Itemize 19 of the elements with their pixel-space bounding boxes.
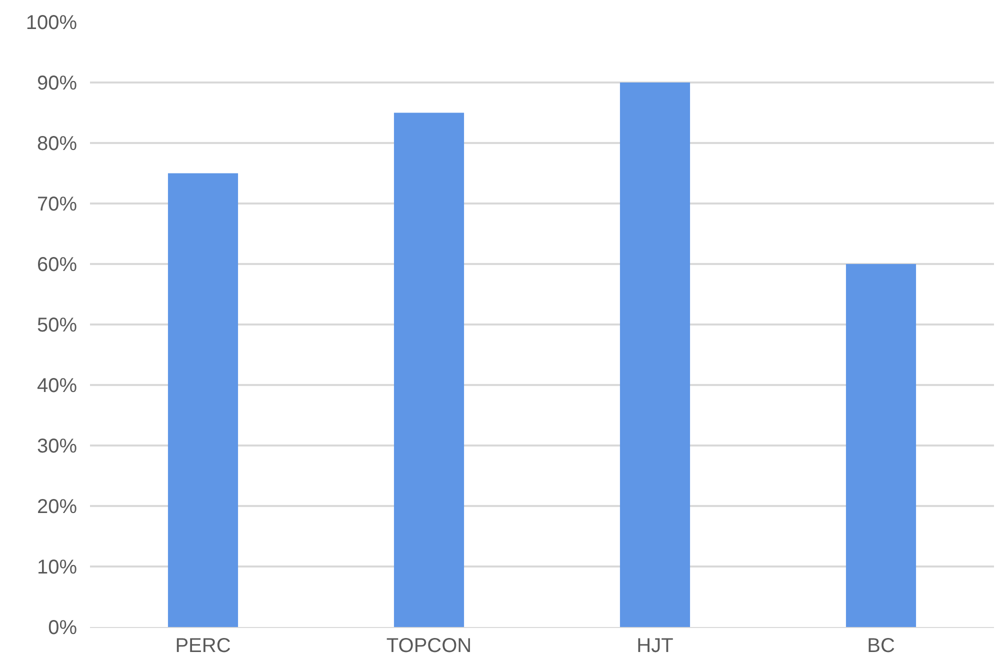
y-tick-label: 40% <box>36 375 78 397</box>
y-tick-label: 70% <box>36 194 78 216</box>
y-tick-label: 20% <box>36 496 78 518</box>
bar <box>168 173 238 627</box>
x-tick-label: HJT <box>636 635 674 657</box>
y-tick-label: 60% <box>36 254 78 276</box>
x-tick-label: PERC <box>175 635 231 657</box>
y-tick-label: 100% <box>26 12 78 34</box>
bar <box>620 82 690 627</box>
x-tick-label: TOPCON <box>386 635 472 657</box>
y-tick-label: 50% <box>36 314 78 336</box>
bar <box>394 112 464 627</box>
y-tick-label: 10% <box>36 556 78 578</box>
x-tick-label: BC <box>867 635 895 657</box>
y-tick-label: 0% <box>48 617 78 639</box>
bar <box>846 264 916 627</box>
y-tick-label: 80% <box>36 133 78 155</box>
y-tick-label: 30% <box>36 436 78 458</box>
y-tick-label: 90% <box>36 72 78 94</box>
